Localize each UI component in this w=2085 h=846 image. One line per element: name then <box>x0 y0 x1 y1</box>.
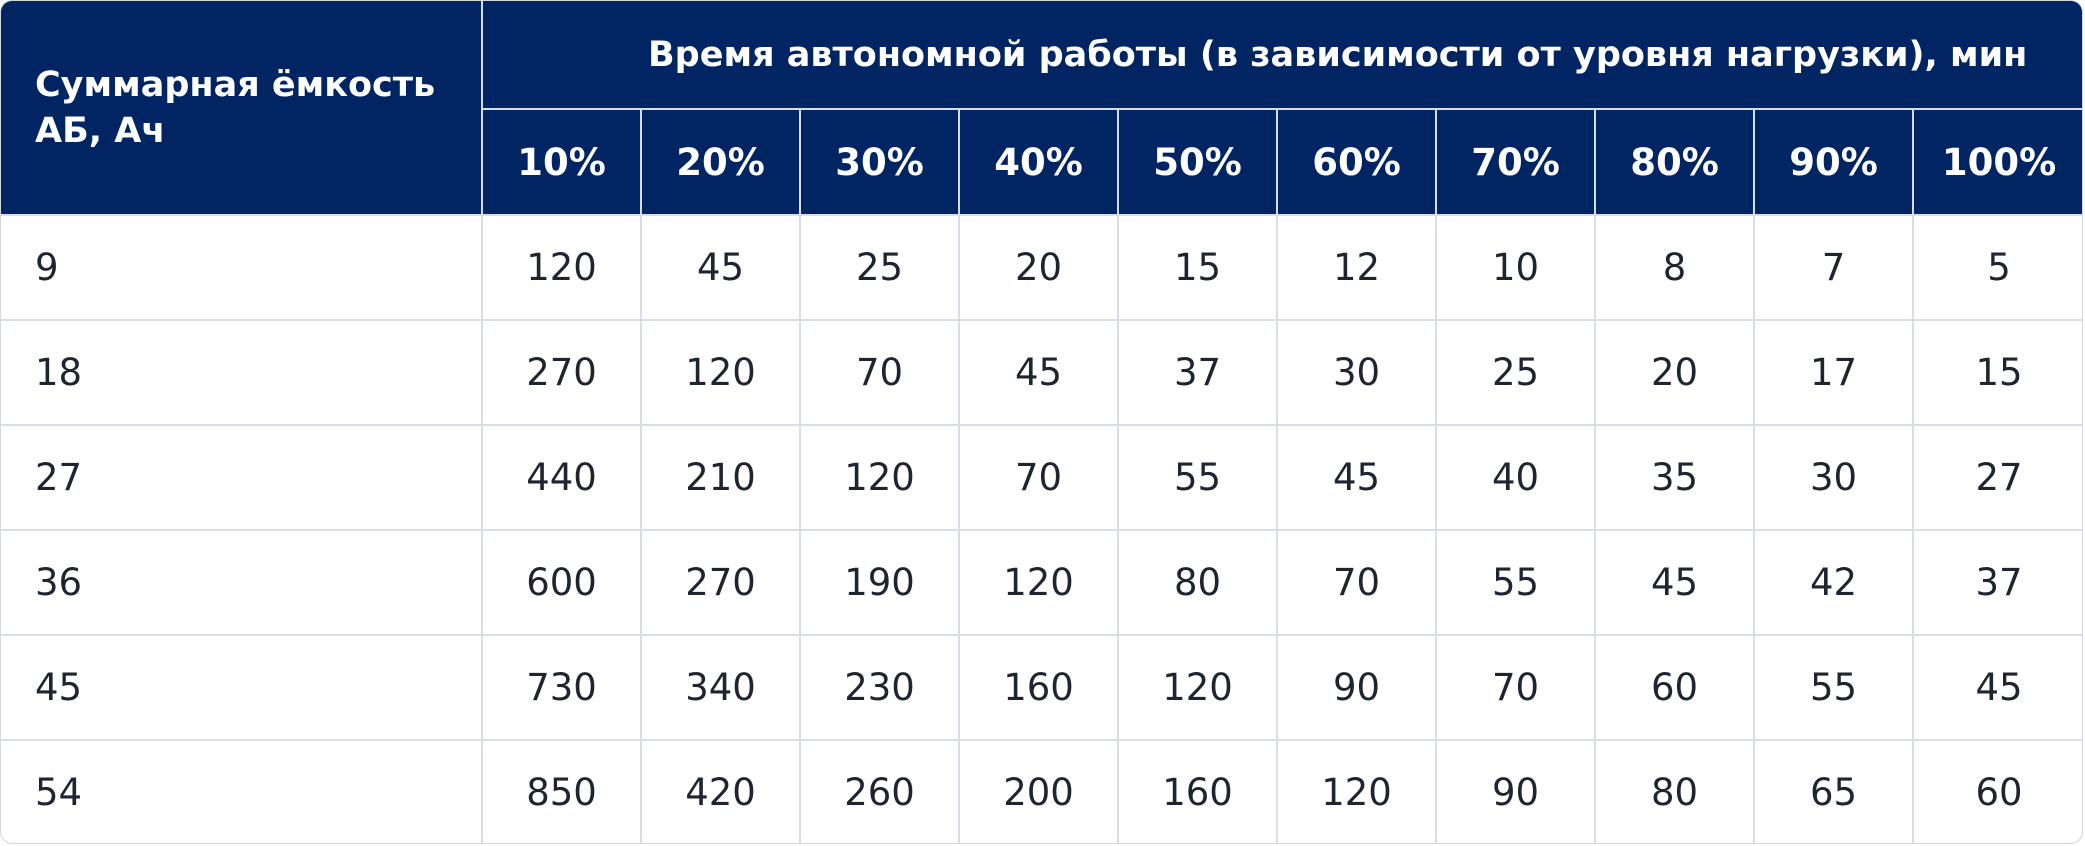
runtime-cell: 120 <box>481 214 642 321</box>
runtime-cell: 120 <box>640 319 801 426</box>
runtime-cell: 25 <box>1435 319 1596 426</box>
load-level-header: 80% <box>1594 108 1755 216</box>
runtime-cell: 850 <box>481 739 642 843</box>
runtime-cell: 60 <box>1594 634 1755 741</box>
capacity-cell: 18 <box>1 319 483 426</box>
runtime-cell: 120 <box>1117 634 1278 741</box>
runtime-cell: 160 <box>1117 739 1278 843</box>
runtime-cell: 260 <box>799 739 960 843</box>
runtime-group-header: Время автономной работы (в зависимости о… <box>480 1 2082 110</box>
header-row-group: Суммарная ёмкость АБ, Ач Время автономно… <box>1 1 2082 216</box>
runtime-cell: 120 <box>958 529 1119 636</box>
table-row: 18 270 120 70 45 37 30 25 20 17 15 <box>1 319 2082 426</box>
load-level-header: 30% <box>799 108 960 216</box>
capacity-cell: 45 <box>1 634 483 741</box>
runtime-cell: 45 <box>1594 529 1755 636</box>
runtime-cell: 45 <box>1911 634 2082 741</box>
runtime-cell: 8 <box>1594 214 1755 321</box>
runtime-cell: 37 <box>1911 529 2082 636</box>
runtime-cell: 15 <box>1911 319 2082 426</box>
header-row-load-levels: 10% 20% 30% 40% 50% 60% 70% 80% 90% 100% <box>1 108 2082 216</box>
runtime-cell: 120 <box>799 424 960 531</box>
load-level-header: 50% <box>1117 108 1278 216</box>
runtime-cell: 70 <box>958 424 1119 531</box>
runtime-cell: 37 <box>1117 319 1278 426</box>
capacity-column-header: Суммарная ёмкость АБ, Ач <box>1 1 483 216</box>
runtime-cell: 15 <box>1117 214 1278 321</box>
runtime-cell: 25 <box>799 214 960 321</box>
table-header: Суммарная ёмкость АБ, Ач Время автономно… <box>1 1 2082 216</box>
runtime-cell: 5 <box>1911 214 2082 321</box>
runtime-cell: 27 <box>1911 424 2082 531</box>
load-level-header: 70% <box>1435 108 1596 216</box>
load-level-header: 40% <box>958 108 1119 216</box>
runtime-cell: 70 <box>799 319 960 426</box>
runtime-cell: 55 <box>1753 634 1914 741</box>
runtime-cell: 40 <box>1435 424 1596 531</box>
runtime-cell: 55 <box>1117 424 1278 531</box>
runtime-cell: 600 <box>481 529 642 636</box>
runtime-cell: 210 <box>640 424 801 531</box>
runtime-cell: 340 <box>640 634 801 741</box>
table-row: 9 120 45 25 20 15 12 10 8 7 5 <box>1 214 2082 321</box>
runtime-cell: 10 <box>1435 214 1596 321</box>
runtime-cell: 80 <box>1117 529 1278 636</box>
runtime-cell: 730 <box>481 634 642 741</box>
runtime-cell: 80 <box>1594 739 1755 843</box>
capacity-cell: 54 <box>1 739 483 843</box>
table-row: 27 440 210 120 70 55 45 40 35 30 27 <box>1 424 2082 531</box>
runtime-cell: 20 <box>1594 319 1755 426</box>
runtime-cell: 55 <box>1435 529 1596 636</box>
runtime-cell: 270 <box>481 319 642 426</box>
runtime-cell: 270 <box>640 529 801 636</box>
capacity-cell: 36 <box>1 529 483 636</box>
load-level-header: 90% <box>1753 108 1914 216</box>
load-level-header: 10% <box>481 108 642 216</box>
runtime-cell: 7 <box>1753 214 1914 321</box>
runtime-cell: 190 <box>799 529 960 636</box>
table-row: 54 850 420 260 200 160 120 90 80 65 60 <box>1 739 2082 843</box>
runtime-cell: 45 <box>1276 424 1437 531</box>
load-level-header: 20% <box>640 108 801 216</box>
runtime-cell: 440 <box>481 424 642 531</box>
runtime-cell: 20 <box>958 214 1119 321</box>
runtime-cell: 120 <box>1276 739 1437 843</box>
load-level-header: 100% <box>1911 108 2082 216</box>
runtime-cell: 35 <box>1594 424 1755 531</box>
runtime-cell: 90 <box>1435 739 1596 843</box>
runtime-cell: 30 <box>1276 319 1437 426</box>
runtime-cell: 60 <box>1911 739 2082 843</box>
table-row: 36 600 270 190 120 80 70 55 45 42 37 <box>1 529 2082 636</box>
runtime-cell: 65 <box>1753 739 1914 843</box>
runtime-cell: 70 <box>1276 529 1437 636</box>
table-row: 45 730 340 230 160 120 90 70 60 55 45 <box>1 634 2082 741</box>
capacity-cell: 27 <box>1 424 483 531</box>
capacity-cell: 9 <box>1 214 483 321</box>
runtime-cell: 90 <box>1276 634 1437 741</box>
runtime-cell: 42 <box>1753 529 1914 636</box>
runtime-cell: 230 <box>799 634 960 741</box>
runtime-cell: 30 <box>1753 424 1914 531</box>
runtime-cell: 45 <box>640 214 801 321</box>
runtime-cell: 420 <box>640 739 801 843</box>
table-body: 9 120 45 25 20 15 12 10 8 7 5 18 270 120 70 45 37 30 25 20 1… <box>1 214 2082 843</box>
runtime-cell: 70 <box>1435 634 1596 741</box>
runtime-cell: 45 <box>958 319 1119 426</box>
runtime-cell: 17 <box>1753 319 1914 426</box>
runtime-cell: 200 <box>958 739 1119 843</box>
runtime-cell: 160 <box>958 634 1119 741</box>
runtime-cell: 12 <box>1276 214 1437 321</box>
load-level-header: 60% <box>1276 108 1437 216</box>
